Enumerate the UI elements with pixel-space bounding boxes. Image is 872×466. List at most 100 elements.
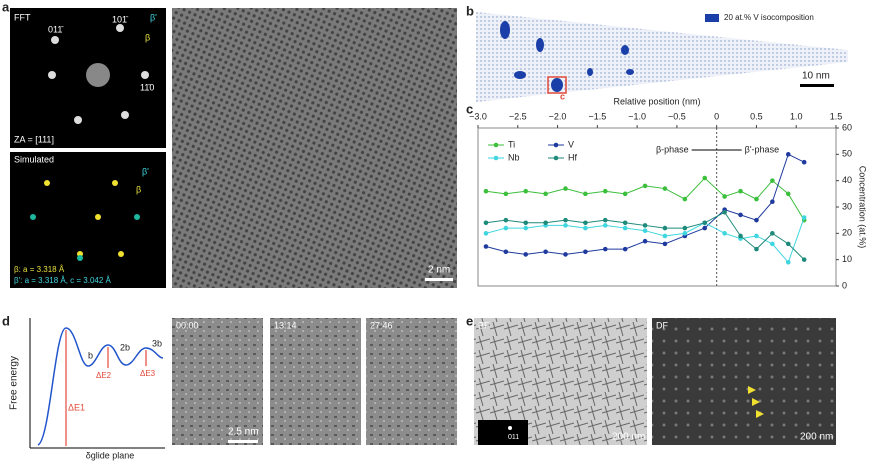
fft-label: FFT	[14, 12, 31, 22]
point	[662, 225, 668, 231]
scale-bar	[800, 84, 834, 87]
point	[702, 175, 708, 181]
legend-label: Hf	[568, 152, 577, 162]
point	[622, 246, 628, 252]
y-axis-label: Concentration (at.%)	[858, 166, 868, 249]
point	[523, 188, 529, 194]
point	[622, 225, 628, 231]
x-tick-label: 0.5	[750, 111, 763, 121]
point	[583, 220, 588, 226]
distance-label: 2b	[120, 342, 130, 352]
point	[563, 223, 568, 228]
apt-reconstruction	[476, 12, 848, 102]
point	[754, 217, 759, 223]
point	[483, 220, 489, 226]
scale-bar-label: 2 nm	[428, 265, 450, 276]
series-line	[485, 211, 805, 261]
point	[770, 231, 775, 236]
legend-marker	[493, 142, 499, 148]
panel-label: c	[466, 101, 473, 116]
x-tick-label: −3.0	[469, 111, 487, 121]
point	[770, 199, 775, 205]
x-tick-label: −2.5	[509, 111, 527, 121]
y-tick-label: 20	[842, 228, 852, 238]
point	[662, 186, 668, 191]
y-tick-label: 60	[842, 122, 852, 132]
point	[503, 191, 509, 197]
legend-label: V	[568, 139, 574, 149]
point	[563, 217, 568, 223]
point	[682, 196, 688, 202]
point	[503, 217, 509, 223]
arrows	[748, 386, 764, 418]
roi-box	[547, 76, 567, 94]
bf-label: BF	[478, 320, 490, 330]
point	[483, 188, 489, 194]
barrier-label: ΔE1	[68, 402, 85, 412]
zone-axis: ZA = [111]	[14, 134, 54, 144]
point	[503, 249, 509, 255]
annotation: β-phase	[656, 144, 689, 154]
point	[602, 223, 608, 228]
point	[622, 220, 628, 226]
legend-swatch	[705, 14, 719, 22]
point	[702, 220, 708, 226]
point	[543, 191, 548, 197]
point	[642, 223, 648, 228]
distance-label: 3b	[152, 338, 162, 348]
barrier-arrows	[65, 330, 147, 446]
point	[523, 220, 529, 226]
spot-label: 101̄	[112, 14, 129, 24]
point	[785, 191, 791, 197]
point	[770, 241, 775, 247]
x-axis-label: Relative position (nm)	[613, 96, 700, 106]
point	[682, 231, 688, 236]
point	[523, 252, 529, 257]
x-axis-label: δglide plane	[86, 450, 135, 460]
point	[622, 191, 628, 197]
panel-label: d	[2, 313, 10, 328]
point	[801, 215, 807, 220]
x-tick-label: 0	[714, 111, 719, 121]
legend-marker	[493, 155, 499, 161]
timestamp: 00:00	[176, 320, 199, 330]
x-tick-label: −1.0	[628, 111, 646, 121]
diffraction-spot	[508, 426, 512, 430]
point	[563, 186, 568, 191]
y-tick-label: 0	[842, 280, 847, 290]
point	[583, 225, 588, 231]
annotation: β'-phase	[745, 144, 779, 154]
hrtem-image	[172, 8, 457, 288]
point	[503, 225, 509, 231]
point	[642, 228, 648, 233]
point	[583, 249, 588, 255]
legend-beta-prime: β': a = 3.318 Å, c = 3.042 Å	[14, 276, 112, 285]
barrier-label: ΔE2	[96, 371, 112, 380]
point	[738, 233, 743, 239]
point	[785, 152, 791, 157]
x-tick-label: −2.0	[549, 111, 567, 121]
point	[801, 257, 807, 262]
isosurfaces	[500, 21, 634, 92]
timestamp: 13:14	[274, 320, 297, 330]
timestamp: 27:46	[370, 320, 393, 330]
point	[543, 249, 548, 255]
series-line	[485, 217, 805, 264]
y-tick-label: 10	[842, 254, 852, 264]
simulated-image	[10, 152, 166, 288]
point	[785, 260, 791, 265]
point	[722, 194, 727, 199]
panel-label: b	[466, 3, 474, 18]
tem-frame	[172, 318, 263, 445]
point	[662, 241, 668, 247]
scale-bar-label: 2.5 nm	[228, 427, 259, 438]
legend-marker	[553, 155, 559, 161]
point	[785, 241, 791, 247]
point	[642, 183, 648, 189]
scale-bar	[425, 278, 453, 281]
point	[770, 178, 775, 183]
point	[801, 159, 807, 165]
point	[563, 252, 568, 257]
df-label: DF	[656, 320, 668, 330]
